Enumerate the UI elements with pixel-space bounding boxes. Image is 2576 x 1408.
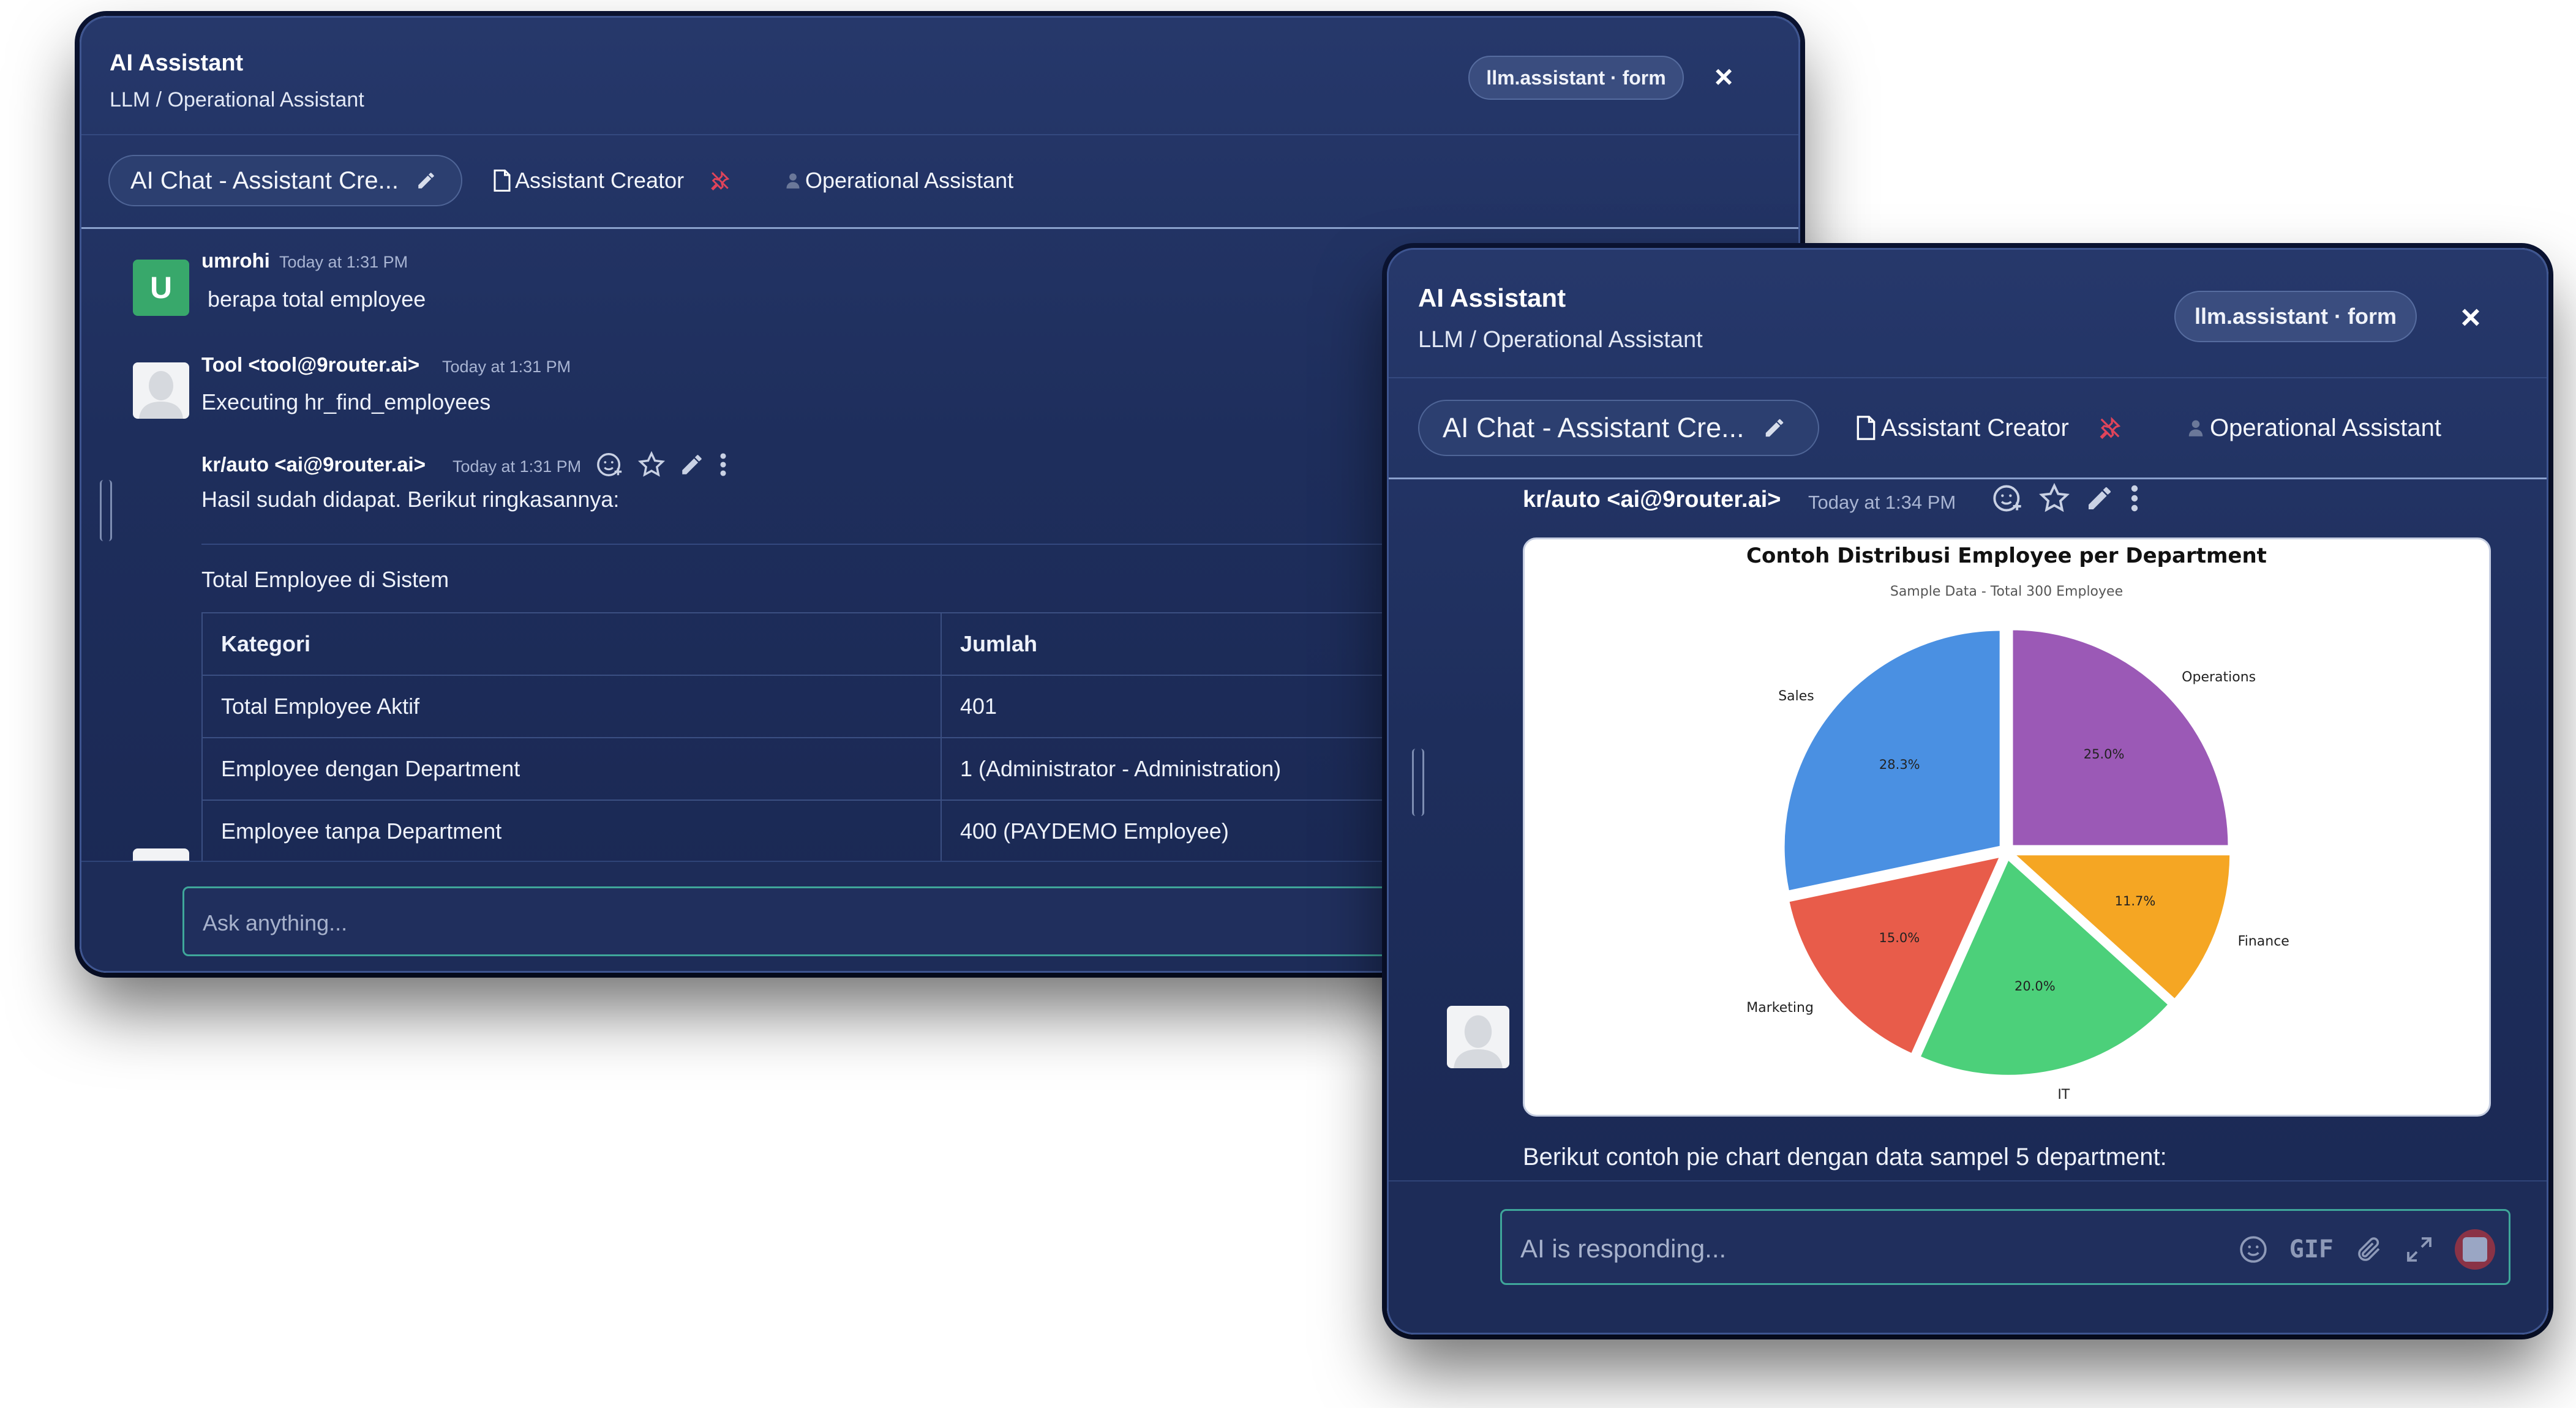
pie-percent-label: 20.0% bbox=[2015, 979, 2056, 994]
chart-image: Contoh Distribusi Employee per Departmen… bbox=[1523, 537, 2491, 1117]
window-title: AI Assistant bbox=[110, 50, 244, 76]
window-title: AI Assistant bbox=[1418, 283, 1566, 312]
pencil-icon[interactable] bbox=[416, 170, 437, 191]
pie-category-label: Sales bbox=[1778, 689, 1814, 704]
tab-bar: AI Chat - Assistant Cre... Assistant Cre… bbox=[81, 135, 1798, 229]
chart-subtitle: Sample Data - Total 300 Employee bbox=[1890, 584, 2123, 599]
message-time: Today at 1:34 PM bbox=[1808, 492, 1956, 513]
message-author: umrohi bbox=[201, 249, 270, 272]
message-text: Hasil sudah didapat. Berikut ringkasanny… bbox=[201, 487, 620, 512]
more-options-icon[interactable] bbox=[718, 452, 728, 477]
tab-operational-assistant[interactable]: Operational Assistant bbox=[2188, 400, 2441, 456]
attachment-icon[interactable] bbox=[2354, 1235, 2384, 1264]
window-subtitle: LLM / Operational Assistant bbox=[110, 88, 364, 111]
resize-handle[interactable] bbox=[100, 480, 112, 541]
tab-assistant-creator-label: Assistant Creator bbox=[1881, 414, 2069, 441]
close-button[interactable]: × bbox=[2460, 298, 2481, 336]
pie-percent-label: 15.0% bbox=[1879, 931, 1920, 945]
composer-tools: GIF bbox=[2238, 1229, 2495, 1270]
message-actions bbox=[1992, 482, 2140, 514]
stop-icon bbox=[2463, 1237, 2487, 1262]
message-text: berapa total employee bbox=[208, 286, 426, 312]
pie-category-label: Operations bbox=[2182, 670, 2256, 685]
stop-button[interactable] bbox=[2455, 1229, 2495, 1270]
document-icon bbox=[493, 170, 511, 192]
pie-category-label: IT bbox=[2057, 1087, 2070, 1103]
divider bbox=[201, 544, 1549, 545]
pie-percent-label: 28.3% bbox=[1879, 757, 1920, 772]
emoji-icon[interactable] bbox=[2238, 1234, 2269, 1265]
pie-slice-finance bbox=[2010, 853, 2232, 1002]
user-icon bbox=[786, 172, 800, 189]
pie-slice-sales bbox=[1782, 628, 2002, 893]
chat-messages: kr/auto <ai@9router.ai> Today at 1:34 PM… bbox=[1389, 479, 2547, 1180]
message-author: kr/auto <ai@9router.ai> bbox=[201, 453, 426, 476]
message-input[interactable]: AI is responding... GIF bbox=[1500, 1209, 2510, 1285]
table-cell: Employee dengan Department bbox=[201, 737, 942, 801]
message-author: Tool <tool@9router.ai> bbox=[201, 353, 420, 376]
window-subtitle: LLM / Operational Assistant bbox=[1418, 327, 1703, 353]
expand-icon[interactable] bbox=[2405, 1235, 2434, 1264]
message-time: Today at 1:31 PM bbox=[442, 358, 571, 376]
message-time: Today at 1:31 PM bbox=[452, 457, 582, 476]
tab-ai-chat-label: AI Chat - Assistant Cre... bbox=[130, 167, 399, 194]
section-title: Total Employee di Sistem bbox=[201, 567, 449, 592]
tab-operational-assistant-label: Operational Assistant bbox=[2210, 414, 2441, 441]
message-text: Executing hr_find_employees bbox=[201, 389, 491, 414]
star-icon[interactable] bbox=[2038, 482, 2070, 514]
document-icon bbox=[1856, 416, 1876, 440]
pie-slice-operations bbox=[2010, 627, 2231, 848]
edit-icon[interactable] bbox=[679, 452, 705, 477]
message-actions bbox=[596, 451, 728, 479]
table-header: Kategori bbox=[201, 612, 942, 676]
tab-bar: AI Chat - Assistant Cre... Assistant Cre… bbox=[1389, 378, 2547, 479]
table-cell: Employee tanpa Department bbox=[201, 799, 942, 861]
chart-title: Contoh Distribusi Employee per Departmen… bbox=[1746, 544, 2267, 568]
star-icon[interactable] bbox=[637, 451, 666, 479]
table-cell: Total Employee Aktif bbox=[201, 675, 942, 738]
more-options-icon[interactable] bbox=[2129, 484, 2140, 513]
tab-ai-chat[interactable]: AI Chat - Assistant Cre... bbox=[108, 155, 462, 206]
pie-percent-label: 11.7% bbox=[2115, 894, 2156, 908]
avatar: U bbox=[133, 260, 189, 316]
pie-slice-it bbox=[1917, 856, 2171, 1077]
tab-operational-assistant-label: Operational Assistant bbox=[805, 168, 1014, 193]
pie-chart: Contoh Distribusi Employee per Departmen… bbox=[1746, 544, 2289, 1103]
pie-slice-marketing bbox=[1786, 854, 2003, 1057]
composer: AI is responding... GIF bbox=[1389, 1180, 2547, 1333]
pie-category-label: Finance bbox=[2238, 934, 2289, 949]
message-input-placeholder: Ask anything... bbox=[203, 910, 348, 935]
avatar bbox=[133, 362, 189, 419]
add-reaction-icon[interactable] bbox=[1992, 482, 2024, 514]
resize-handle[interactable] bbox=[1412, 749, 1424, 816]
unpin-icon[interactable] bbox=[710, 170, 730, 191]
window-header: AI Assistant LLM / Operational Assistant… bbox=[81, 18, 1798, 135]
pencil-icon[interactable] bbox=[1763, 416, 1786, 440]
unpin-icon[interactable] bbox=[2098, 416, 2122, 440]
gif-button[interactable]: GIF bbox=[2289, 1235, 2334, 1264]
add-reaction-icon[interactable] bbox=[596, 451, 624, 479]
message-time: Today at 1:31 PM bbox=[279, 253, 408, 271]
avatar bbox=[1447, 1006, 1509, 1068]
model-badge[interactable]: llm.assistant · form bbox=[1468, 56, 1684, 100]
close-button[interactable]: × bbox=[1714, 59, 1733, 95]
avatar bbox=[133, 848, 189, 861]
tab-assistant-creator[interactable]: Assistant Creator bbox=[1856, 400, 2122, 456]
edit-icon[interactable] bbox=[2085, 484, 2114, 513]
window-header: AI Assistant LLM / Operational Assistant… bbox=[1389, 250, 2547, 378]
pie-category-label: Marketing bbox=[1746, 1000, 1814, 1016]
model-badge[interactable]: llm.assistant · form bbox=[2174, 291, 2417, 342]
tab-operational-assistant[interactable]: Operational Assistant bbox=[786, 155, 1013, 206]
tab-ai-chat[interactable]: AI Chat - Assistant Cre... bbox=[1418, 400, 1819, 456]
message-input-placeholder: AI is responding... bbox=[1520, 1234, 1727, 1263]
user-icon bbox=[2188, 419, 2204, 437]
assistant-window-front: AI Assistant LLM / Operational Assistant… bbox=[1387, 248, 2548, 1335]
tab-ai-chat-label: AI Chat - Assistant Cre... bbox=[1443, 412, 1744, 443]
tab-assistant-creator[interactable]: Assistant Creator bbox=[493, 155, 730, 206]
pie-percent-label: 25.0% bbox=[2084, 747, 2125, 762]
message-author: kr/auto <ai@9router.ai> bbox=[1523, 487, 1781, 512]
message-text: Berikut contoh pie chart dengan data sam… bbox=[1523, 1144, 2167, 1170]
tab-assistant-creator-label: Assistant Creator bbox=[515, 168, 685, 193]
